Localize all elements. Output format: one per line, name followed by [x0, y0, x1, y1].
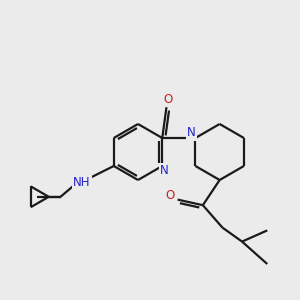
- Text: N: N: [160, 164, 169, 178]
- Text: O: O: [165, 189, 174, 202]
- Text: NH: NH: [73, 176, 91, 190]
- Text: O: O: [164, 93, 173, 106]
- Text: N: N: [187, 127, 196, 140]
